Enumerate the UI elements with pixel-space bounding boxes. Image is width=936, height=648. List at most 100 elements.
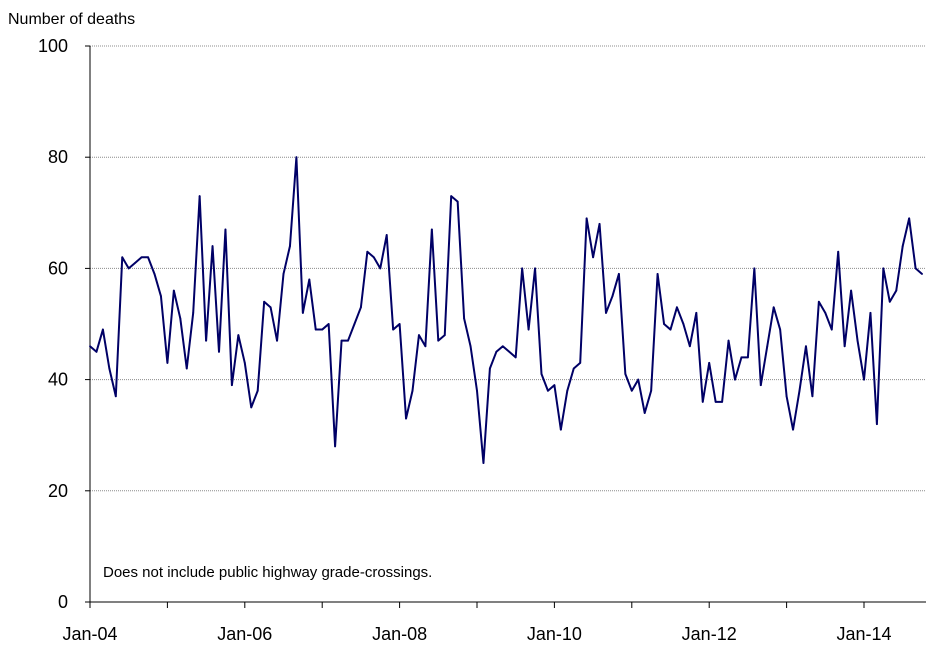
data-point bbox=[366, 251, 368, 253]
data-point bbox=[373, 256, 375, 258]
data-point bbox=[663, 323, 665, 325]
data-point bbox=[315, 329, 317, 331]
data-point bbox=[283, 273, 285, 275]
data-point bbox=[857, 340, 859, 342]
data-point bbox=[225, 229, 227, 231]
data-point bbox=[141, 256, 143, 258]
data-point bbox=[528, 329, 530, 331]
data-point bbox=[592, 256, 594, 258]
data-point bbox=[218, 351, 220, 353]
data-point bbox=[850, 290, 852, 292]
data-point bbox=[728, 340, 730, 342]
data-point bbox=[289, 245, 291, 247]
y-axis-title: Number of deaths bbox=[8, 11, 135, 28]
data-point bbox=[876, 423, 878, 425]
data-point bbox=[379, 268, 381, 270]
data-point bbox=[270, 306, 272, 308]
data-point bbox=[812, 395, 814, 397]
data-point bbox=[489, 368, 491, 370]
x-tick-label: Jan-10 bbox=[527, 624, 582, 644]
data-point bbox=[792, 429, 794, 431]
data-point bbox=[231, 384, 233, 386]
data-point bbox=[108, 368, 110, 370]
data-point bbox=[341, 340, 343, 342]
data-point bbox=[457, 201, 459, 203]
data-point bbox=[554, 384, 556, 386]
data-point bbox=[683, 323, 685, 325]
data-point bbox=[173, 290, 175, 292]
data-point bbox=[437, 340, 439, 342]
data-point bbox=[328, 323, 330, 325]
data-point bbox=[599, 223, 601, 225]
data-point bbox=[889, 301, 891, 303]
data-point bbox=[508, 351, 510, 353]
data-point bbox=[250, 407, 252, 409]
data-point bbox=[154, 273, 156, 275]
data-point bbox=[760, 384, 762, 386]
data-point bbox=[695, 312, 697, 314]
data-point bbox=[637, 379, 639, 381]
data-point bbox=[102, 329, 104, 331]
data-point bbox=[96, 351, 98, 353]
data-point bbox=[89, 345, 91, 347]
data-point bbox=[670, 329, 672, 331]
data-point bbox=[560, 429, 562, 431]
data-point bbox=[296, 156, 298, 158]
data-point bbox=[586, 217, 588, 219]
data-point bbox=[618, 273, 620, 275]
data-point bbox=[431, 229, 433, 231]
series-line-0 bbox=[90, 157, 922, 463]
data-point bbox=[547, 390, 549, 392]
y-tick-label: 60 bbox=[48, 258, 68, 278]
data-point bbox=[908, 217, 910, 219]
data-point bbox=[192, 312, 194, 314]
data-point bbox=[160, 295, 162, 297]
data-point bbox=[786, 395, 788, 397]
data-point bbox=[302, 312, 304, 314]
data-point bbox=[844, 345, 846, 347]
data-point bbox=[392, 329, 394, 331]
data-point bbox=[412, 390, 414, 392]
data-point bbox=[715, 401, 717, 403]
data-point bbox=[747, 356, 749, 358]
data-point bbox=[915, 268, 917, 270]
y-tick-label: 0 bbox=[58, 592, 68, 612]
data-point bbox=[476, 390, 478, 392]
data-point bbox=[308, 279, 310, 281]
data-point bbox=[334, 445, 336, 447]
data-point bbox=[534, 268, 536, 270]
data-point bbox=[779, 329, 781, 331]
data-point bbox=[495, 351, 497, 353]
data-point bbox=[708, 362, 710, 364]
data-point bbox=[360, 306, 362, 308]
data-point bbox=[463, 318, 465, 320]
data-point bbox=[115, 395, 117, 397]
data-point bbox=[418, 334, 420, 336]
data-point bbox=[579, 362, 581, 364]
x-tick-label: Jan-06 bbox=[217, 624, 272, 644]
data-point bbox=[644, 412, 646, 414]
data-point bbox=[405, 418, 407, 420]
data-point bbox=[824, 312, 826, 314]
data-point bbox=[450, 195, 452, 197]
y-tick-labels: 0 20 40 60 80 100 bbox=[38, 36, 68, 612]
data-point bbox=[805, 345, 807, 347]
data-point bbox=[657, 273, 659, 275]
data-point bbox=[734, 379, 736, 381]
data-point bbox=[799, 390, 801, 392]
data-point bbox=[444, 334, 446, 336]
data-point bbox=[753, 268, 755, 270]
data-point bbox=[347, 340, 349, 342]
data-point bbox=[470, 345, 472, 347]
data-point bbox=[515, 356, 517, 358]
data-point bbox=[257, 390, 259, 392]
data-point bbox=[831, 329, 833, 331]
data-point bbox=[321, 329, 323, 331]
data-point bbox=[134, 262, 136, 264]
data-point bbox=[121, 256, 123, 258]
data-point bbox=[386, 234, 388, 236]
data-point bbox=[741, 356, 743, 358]
data-point bbox=[179, 318, 181, 320]
